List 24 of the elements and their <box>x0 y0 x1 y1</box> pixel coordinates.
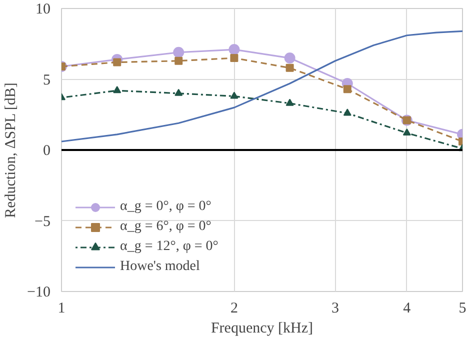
point <box>228 44 240 56</box>
point <box>286 64 294 72</box>
point <box>286 98 294 106</box>
y-tick-label: 10 <box>36 2 50 18</box>
legend-label: α_g = 0°, φ = 0° <box>120 199 212 215</box>
x-tick-label: 3 <box>331 300 339 316</box>
point <box>230 54 238 62</box>
x-tick-label: 5 <box>458 300 466 316</box>
x-tick-label: 2 <box>230 300 238 316</box>
point <box>343 108 352 116</box>
y-tick-label: −5 <box>34 214 51 230</box>
point <box>230 92 238 99</box>
legend-label: Howe's model <box>120 259 200 275</box>
y-tick-label: 5 <box>43 72 50 88</box>
y-axis-title: Reduction, ΔSPL [dB] <box>3 82 20 218</box>
legend-label: α_g = 6°, φ = 0° <box>120 219 212 235</box>
x-tick-label: 1 <box>58 300 66 316</box>
x-axis-title: Frequency [kHz] <box>210 320 314 336</box>
point <box>343 85 352 94</box>
x-tick-label: 4 <box>403 300 412 316</box>
point <box>284 52 296 64</box>
y-tick-label: −10 <box>27 284 51 300</box>
legend-label: α_g = 12°, φ = 0° <box>120 239 218 255</box>
y-tick-label: 0 <box>43 143 50 159</box>
